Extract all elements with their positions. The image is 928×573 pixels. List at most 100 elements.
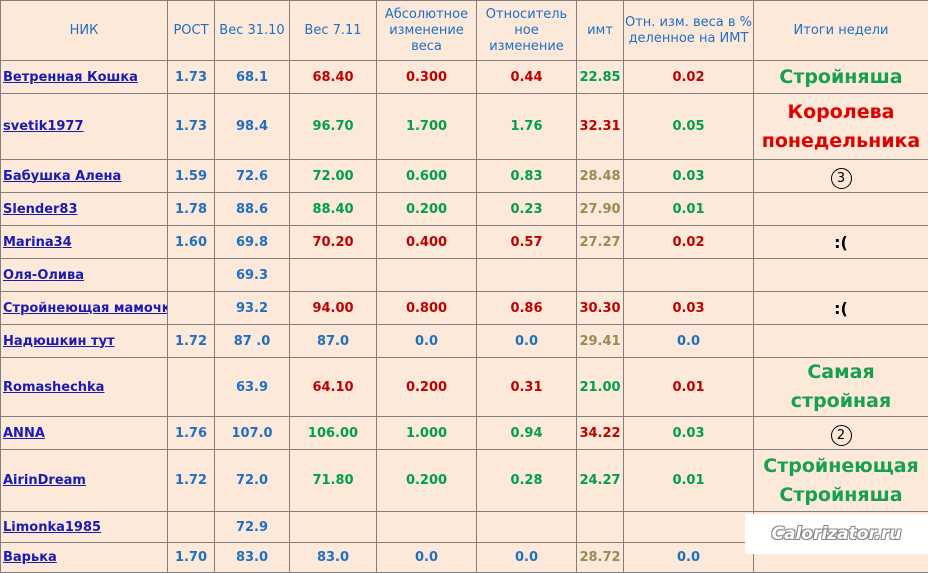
height-cell xyxy=(168,358,215,417)
nick-link[interactable]: Надюшкин тут xyxy=(3,334,115,349)
nick-link[interactable]: Ветренная Кошка xyxy=(3,70,138,85)
bmi-cell: 24.27 xyxy=(577,450,624,512)
nick-link[interactable]: AirinDream xyxy=(3,473,86,488)
nick-link[interactable]: Оля-Олива xyxy=(3,268,84,283)
ratio-cell xyxy=(624,512,754,543)
rel-change-cell: 0.28 xyxy=(477,450,577,512)
abs-change-cell xyxy=(377,512,477,543)
bmi-cell: 21.00 xyxy=(577,358,624,417)
header-weight-2: Вес 7.11 xyxy=(290,1,377,61)
nick-link[interactable]: ANNA xyxy=(3,426,45,441)
weight-1-cell: 93.2 xyxy=(215,292,290,325)
rel-change-cell xyxy=(477,512,577,543)
rel-change-cell: 0.83 xyxy=(477,160,577,193)
nick-link[interactable]: Marina34 xyxy=(3,235,72,250)
ratio-cell: 0.05 xyxy=(624,94,754,160)
result-cell: 2 xyxy=(754,417,928,450)
nick-link[interactable]: Бабушка Алена xyxy=(3,169,121,184)
result-cell: Королева понедельника xyxy=(754,94,928,160)
nick-link[interactable]: Варька xyxy=(3,550,57,565)
rel-change-cell: 0.31 xyxy=(477,358,577,417)
weight-1-cell: 87 .0 xyxy=(215,325,290,358)
ratio-cell: 0.01 xyxy=(624,358,754,417)
rel-change-cell: 0.86 xyxy=(477,292,577,325)
result-cell: :( xyxy=(754,292,928,325)
nick-cell: Slender83 xyxy=(1,193,168,226)
abs-change-cell: 1.000 xyxy=(377,417,477,450)
weight-1-cell: 72.0 xyxy=(215,450,290,512)
weight-1-cell: 72.9 xyxy=(215,512,290,543)
bmi-cell: 28.72 xyxy=(577,543,624,573)
rel-change-cell: 1.76 xyxy=(477,94,577,160)
rel-change-cell: 0.0 xyxy=(477,543,577,573)
height-cell: 1.73 xyxy=(168,61,215,94)
header-bmi: имт xyxy=(577,1,624,61)
bmi-cell: 27.90 xyxy=(577,193,624,226)
abs-change-cell: 0.400 xyxy=(377,226,477,259)
rel-change-cell: 0.0 xyxy=(477,325,577,358)
abs-change-cell: 0.200 xyxy=(377,450,477,512)
height-cell: 1.76 xyxy=(168,417,215,450)
bmi-cell: 27.27 xyxy=(577,226,624,259)
weight-2-cell: 94.00 xyxy=(290,292,377,325)
weight-1-cell: 63.9 xyxy=(215,358,290,417)
rel-change-cell: 0.94 xyxy=(477,417,577,450)
height-cell: 1.78 xyxy=(168,193,215,226)
nick-cell: Оля-Олива xyxy=(1,259,168,292)
weight-2-cell: 96.70 xyxy=(290,94,377,160)
header-height: РОСТ xyxy=(168,1,215,61)
rel-change-cell: 0.44 xyxy=(477,61,577,94)
weight-1-cell: 69.3 xyxy=(215,259,290,292)
ratio-cell: 0.01 xyxy=(624,450,754,512)
weight-1-cell: 68.1 xyxy=(215,61,290,94)
height-cell xyxy=(168,259,215,292)
weight-2-cell: 64.10 xyxy=(290,358,377,417)
result-cell xyxy=(754,325,928,358)
weight-1-cell: 88.6 xyxy=(215,193,290,226)
abs-change-cell: 0.0 xyxy=(377,543,477,573)
result-cell: 3 xyxy=(754,160,928,193)
weight-2-cell: 87.0 xyxy=(290,325,377,358)
weight-1-cell: 69.8 xyxy=(215,226,290,259)
ratio-cell: 0.0 xyxy=(624,325,754,358)
nick-link[interactable]: Стройнеющая мамочка xyxy=(3,301,168,316)
watermark: Calorizator.ru xyxy=(745,514,928,554)
weight-1-cell: 107.0 xyxy=(215,417,290,450)
bmi-cell xyxy=(577,259,624,292)
abs-change-cell: 0.300 xyxy=(377,61,477,94)
header-ratio: Отн. изм. веса в % деленное на ИМТ xyxy=(624,1,754,61)
weight-2-cell: 70.20 xyxy=(290,226,377,259)
bmi-cell: 28.48 xyxy=(577,160,624,193)
abs-change-cell: 0.200 xyxy=(377,193,477,226)
height-cell xyxy=(168,512,215,543)
ratio-cell: 0.0 xyxy=(624,543,754,573)
ratio-cell: 0.02 xyxy=(624,226,754,259)
result-cell: :( xyxy=(754,226,928,259)
nick-link[interactable]: Limonka1985 xyxy=(3,520,101,535)
abs-change-cell: 1.700 xyxy=(377,94,477,160)
result-cell: Стройняша xyxy=(754,61,928,94)
height-cell: 1.72 xyxy=(168,325,215,358)
weight-1-cell: 72.6 xyxy=(215,160,290,193)
rel-change-cell: 0.23 xyxy=(477,193,577,226)
weight-2-cell: 88.40 xyxy=(290,193,377,226)
nick-link[interactable]: Slender83 xyxy=(3,202,78,217)
nick-link[interactable]: Romashechka xyxy=(3,380,104,395)
place-badge: 2 xyxy=(831,425,852,446)
rel-change-cell: 0.57 xyxy=(477,226,577,259)
ratio-cell: 0.03 xyxy=(624,160,754,193)
height-cell: 1.59 xyxy=(168,160,215,193)
abs-change-cell: 0.800 xyxy=(377,292,477,325)
weight-2-cell: 72.00 xyxy=(290,160,377,193)
bmi-cell xyxy=(577,512,624,543)
nick-link[interactable]: svetik1977 xyxy=(3,119,84,134)
header-result: Итоги недели xyxy=(754,1,928,61)
ratio-cell: 0.03 xyxy=(624,417,754,450)
height-cell: 1.72 xyxy=(168,450,215,512)
height-cell: 1.70 xyxy=(168,543,215,573)
